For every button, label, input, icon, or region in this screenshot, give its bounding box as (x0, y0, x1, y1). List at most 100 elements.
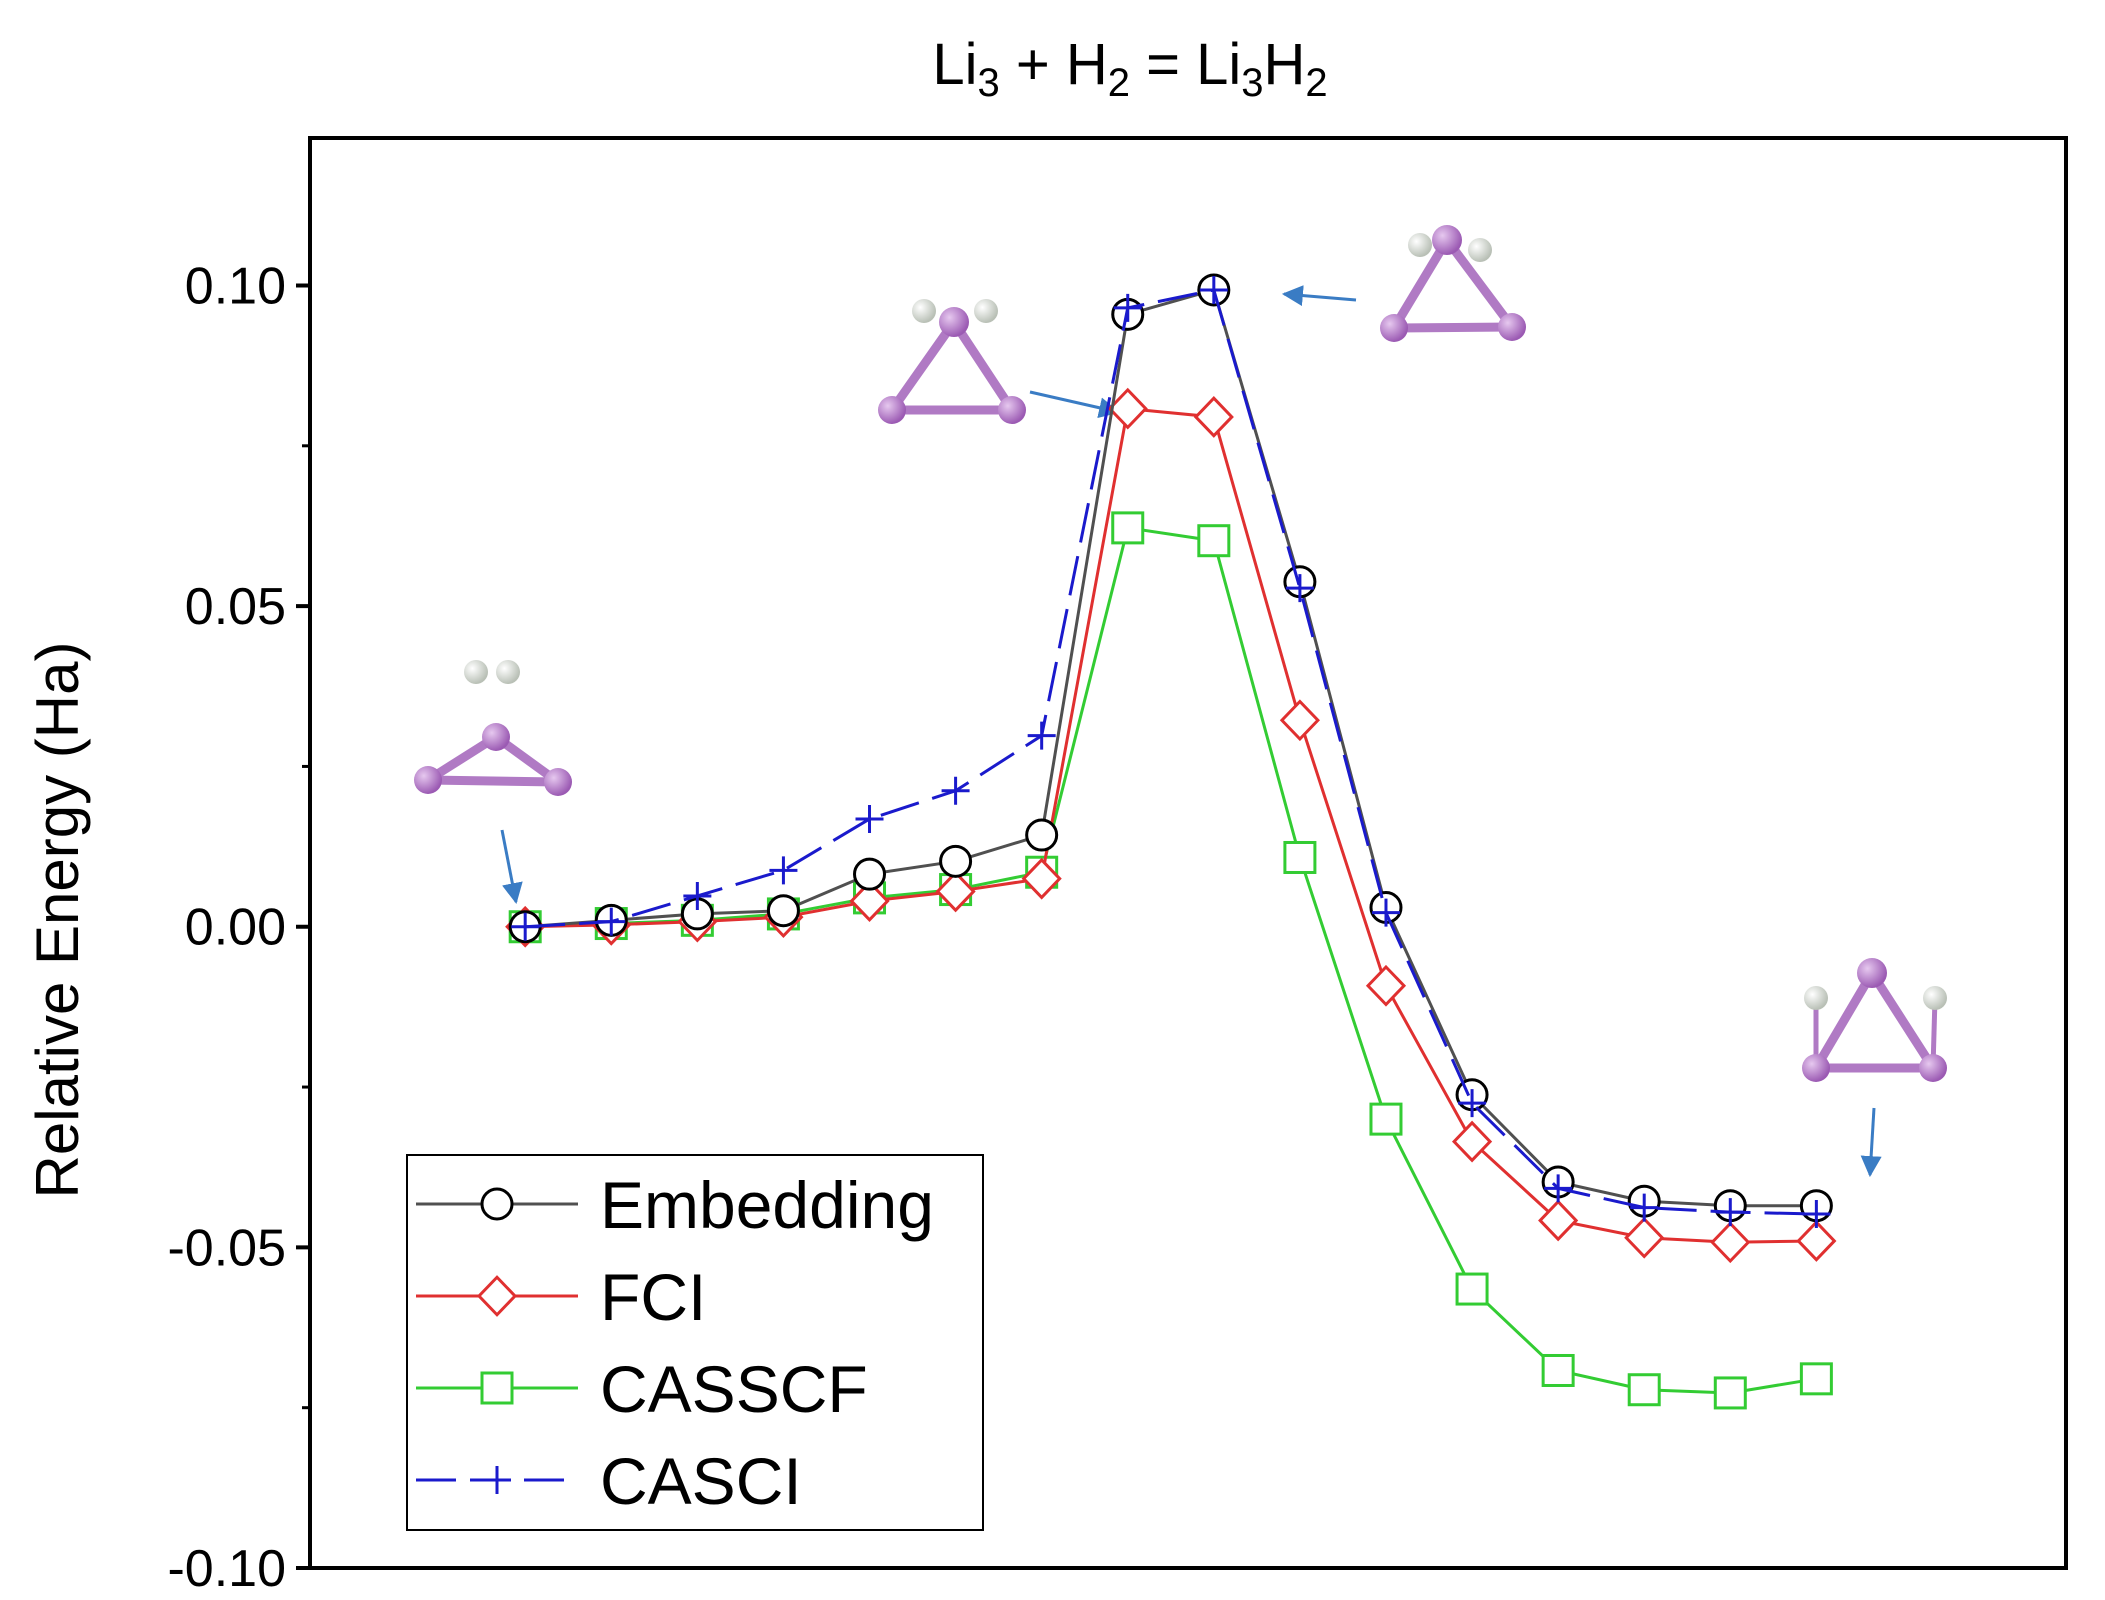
legend-marker (476, 1275, 518, 1317)
data-point (1455, 1272, 1489, 1306)
hydrogen-atom (464, 660, 488, 684)
hydrogen-atom (1804, 986, 1828, 1010)
data-point (853, 857, 887, 891)
data-point (1624, 1216, 1665, 1259)
data-point (769, 856, 798, 885)
data-point (1716, 1198, 1745, 1227)
y-tick-label: 0.10 (185, 257, 286, 315)
data-point (1283, 840, 1317, 874)
data-point (1713, 1376, 1747, 1410)
arrow-to-product (1860, 1107, 1882, 1178)
li-li-bond (1390, 237, 1451, 331)
hydrogen-atom (1468, 238, 1492, 262)
legend-marker (480, 1371, 514, 1405)
lithium-atom (1802, 1054, 1830, 1082)
li-li-bond (888, 319, 958, 413)
hydrogen-atom (1408, 233, 1432, 257)
lithium-atom (878, 396, 906, 424)
data-point (939, 844, 973, 878)
series-embedding (508, 273, 1833, 1223)
hydrogen-atom (912, 299, 936, 323)
data-point (1541, 1353, 1575, 1387)
data-point (1796, 1220, 1837, 1262)
data-point (1371, 898, 1400, 927)
arrow-to-reactant (500, 829, 523, 905)
data-point (849, 880, 890, 923)
data-point (1458, 1089, 1487, 1118)
arrow-to-ts2 (1281, 285, 1357, 307)
series-line (525, 526, 1817, 1395)
series-line (525, 406, 1817, 1244)
data-point (1627, 1373, 1661, 1407)
data-point (1193, 396, 1234, 438)
y-tick-label: -0.05 (167, 1219, 286, 1277)
data-point (1802, 1200, 1831, 1229)
arrow-to-ts1 (1029, 390, 1121, 419)
legend-item-fci: FCI (416, 1260, 706, 1334)
data-point (1451, 1120, 1493, 1163)
legend-label: CASSCF (600, 1352, 868, 1426)
legend-label: FCI (600, 1260, 706, 1334)
legend-marker (480, 1187, 514, 1221)
lithium-atom (1498, 313, 1526, 341)
li-li-bond (1812, 970, 1876, 1071)
data-point (941, 776, 970, 805)
lithium-atom (1919, 1054, 1947, 1082)
data-point (1025, 818, 1059, 852)
data-point (597, 907, 626, 936)
li-li-bond (1868, 970, 1937, 1071)
data-point (1630, 1193, 1659, 1222)
hydrogen-atom (1923, 986, 1947, 1010)
data-point (935, 870, 976, 913)
data-point (766, 894, 800, 928)
lithium-atom (482, 723, 510, 751)
lithium-atom (1857, 958, 1887, 988)
data-point (1544, 1174, 1573, 1203)
lithium-atom (998, 396, 1026, 424)
data-point (1538, 1199, 1579, 1242)
y-tick-label: 0.00 (185, 899, 286, 957)
data-point (1107, 387, 1148, 430)
lithium-atom (939, 307, 969, 337)
lithium-atom (1432, 225, 1462, 255)
data-point (1285, 574, 1314, 603)
lithium-atom (1380, 314, 1408, 342)
hydrogen-atom (496, 660, 520, 684)
li-li-bond (1393, 322, 1513, 333)
molecule-inset-reactant (414, 660, 572, 796)
y-tick-label: 0.05 (185, 578, 286, 636)
molecule-inset-product (1802, 958, 1947, 1082)
data-point (1279, 699, 1320, 742)
plot-frame (308, 136, 2068, 1570)
legend-label: CASCI (600, 1444, 802, 1518)
molecule-inset-ts2 (1380, 225, 1526, 342)
data-point (1027, 721, 1056, 750)
series-line (525, 288, 1817, 1216)
y-tick-label: -0.10 (167, 1540, 286, 1598)
data-point (1799, 1362, 1833, 1396)
series-casci (511, 275, 1831, 1229)
lithium-atom (544, 768, 572, 796)
y-axis-label: Relative Energy (Ha) (24, 642, 91, 1199)
chart-title: Li3 + H2 = Li3H2 (932, 32, 1327, 105)
molecule-inset-ts1 (878, 299, 1026, 424)
data-point (511, 912, 540, 941)
data-point (1365, 964, 1407, 1007)
legend-marker (483, 1466, 511, 1494)
data-point (1113, 293, 1142, 322)
data-point (1710, 1221, 1751, 1264)
data-point (683, 881, 712, 910)
series-layer (505, 273, 1837, 1410)
li-li-bond (1443, 237, 1516, 330)
legend-item-casscf: CASSCF (416, 1352, 868, 1426)
series-fci (505, 387, 1837, 1264)
data-point (1369, 1102, 1403, 1136)
data-point (1021, 857, 1062, 900)
series-line (525, 288, 1817, 1208)
legend: Embedding FCI CASSCF CASCI (406, 1154, 984, 1531)
legend-label: Embedding (600, 1168, 934, 1242)
data-point (1197, 524, 1231, 558)
legend-item-embedding: Embedding (416, 1168, 934, 1242)
data-point (1199, 275, 1228, 304)
